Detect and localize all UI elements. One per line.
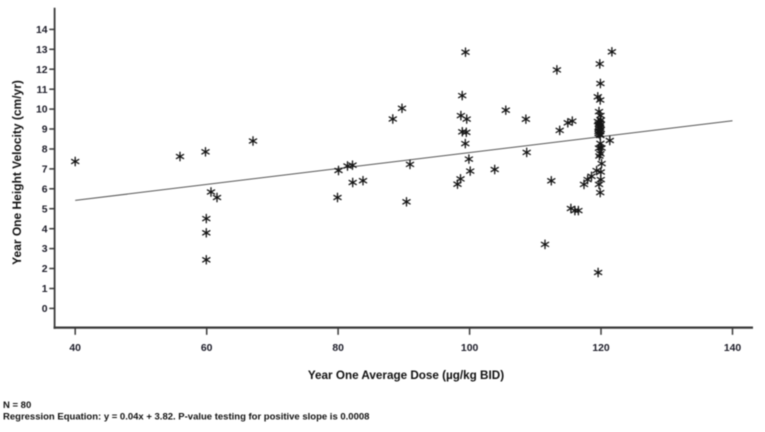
svg-text:140: 140 [724,343,742,354]
svg-text:4: 4 [42,224,48,235]
svg-text:14: 14 [36,25,48,36]
svg-text:Year One Height Velocity (cm/y: Year One Height Velocity (cm/yr) [10,80,24,265]
svg-text:N = 80: N = 80 [3,400,31,411]
svg-text:120: 120 [592,343,610,354]
svg-text:12: 12 [36,65,48,76]
svg-text:60: 60 [201,343,213,354]
svg-text:1: 1 [42,284,48,295]
svg-text:8: 8 [42,145,48,156]
svg-text:0: 0 [42,304,48,315]
svg-text:9: 9 [42,125,48,136]
svg-text:5: 5 [42,204,48,215]
svg-text:80: 80 [332,343,344,354]
svg-text:10: 10 [36,105,48,116]
svg-text:13: 13 [36,45,48,56]
svg-text:2: 2 [42,264,48,275]
svg-text:40: 40 [69,343,81,354]
svg-text:7: 7 [42,165,48,176]
svg-text:100: 100 [461,343,479,354]
svg-text:Year One Average Dose (µg/kg B: Year One Average Dose (µg/kg BID) [308,369,504,382]
svg-text:Regression Equation: y = 0.04x: Regression Equation: y = 0.04x + 3.82. P… [3,412,369,423]
svg-text:11: 11 [37,85,48,96]
svg-text:3: 3 [42,244,48,255]
svg-text:6: 6 [42,184,48,195]
